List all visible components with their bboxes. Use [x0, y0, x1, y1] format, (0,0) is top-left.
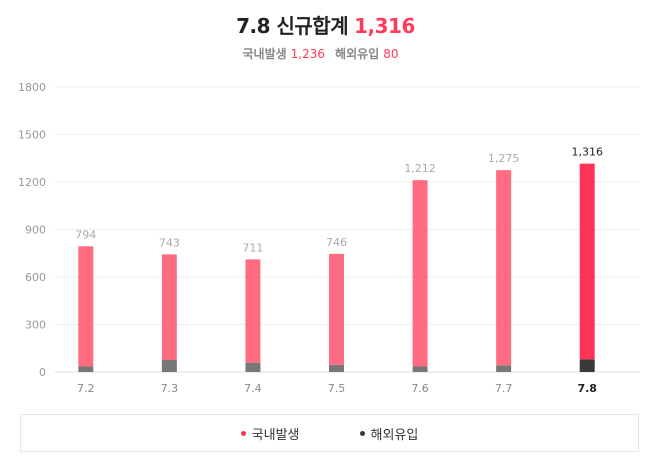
y-tick-label: 1200	[18, 176, 46, 189]
bar-total-label: 794	[75, 228, 96, 241]
bar-total-label: 1,212	[404, 162, 436, 175]
bar-domestic	[412, 180, 428, 367]
bar-total-label: 746	[326, 236, 347, 249]
y-tick-label: 600	[25, 271, 46, 284]
chart-header: 7.8 신규합계 1,316 국내발생 1,236 해외유입 80	[0, 10, 651, 62]
y-tick-label: 1500	[18, 129, 46, 142]
subtitle-overseas-label: 해외유입	[335, 47, 380, 61]
x-tick-label: 7.5	[328, 382, 346, 395]
title-text: 7.8 신규합계	[236, 14, 349, 38]
bar-domestic	[329, 253, 344, 365]
legend-item-overseas[interactable]: 해외유입	[359, 424, 419, 443]
x-tick-label: 7.6	[411, 382, 429, 395]
bar-overseas	[161, 359, 177, 372]
y-tick-label: 900	[25, 224, 46, 237]
legend-item-domestic[interactable]: 국내발생	[240, 424, 300, 443]
bar-domestic	[579, 163, 595, 360]
bar-domestic	[496, 170, 512, 366]
bar-overseas	[579, 359, 595, 372]
bar-total-label: 1,316	[571, 146, 603, 159]
chart-subtitle: 국내발생 1,236 해외유입 80	[0, 45, 651, 62]
bar-total-label: 1,275	[488, 152, 520, 165]
legend-label-domestic: 국내발생	[251, 427, 300, 443]
legend-dot-domestic-icon	[240, 430, 246, 436]
y-tick-label: 1800	[18, 81, 46, 94]
x-tick-label: 7.7	[495, 382, 513, 395]
x-tick-label: 7.8	[577, 382, 597, 395]
subtitle-domestic-label: 국내발생	[242, 47, 287, 61]
subtitle-overseas-value: 80	[383, 47, 399, 61]
title-total: 1,316	[354, 14, 415, 38]
y-tick-label: 0	[39, 366, 46, 379]
chart-legend: 국내발생 해외유입	[20, 414, 639, 452]
bar-overseas	[329, 364, 344, 372]
legend-label-overseas: 해외유입	[370, 427, 419, 443]
bar-total-label: 743	[159, 236, 180, 249]
bar-domestic	[161, 254, 177, 360]
subtitle-domestic-value: 1,236	[290, 47, 326, 61]
bar-overseas	[245, 362, 261, 372]
bar-domestic	[78, 246, 94, 367]
bar-overseas	[412, 366, 428, 372]
x-tick-label: 7.3	[161, 382, 179, 395]
legend-dot-overseas-icon	[359, 430, 365, 436]
bar-domestic	[245, 259, 261, 363]
y-tick-label: 300	[25, 319, 46, 332]
x-tick-label: 7.2	[77, 382, 95, 395]
bar-chart: 0 300 600 900 1200 1500 1800 794 7.2 743 7.3 711 7.4…	[18, 81, 640, 395]
bar-overseas	[78, 366, 94, 372]
chart-title: 7.8 신규합계 1,316	[0, 10, 651, 39]
bar-overseas	[496, 365, 512, 372]
x-tick-label: 7.4	[244, 382, 262, 395]
bar-total-label: 711	[242, 241, 263, 254]
